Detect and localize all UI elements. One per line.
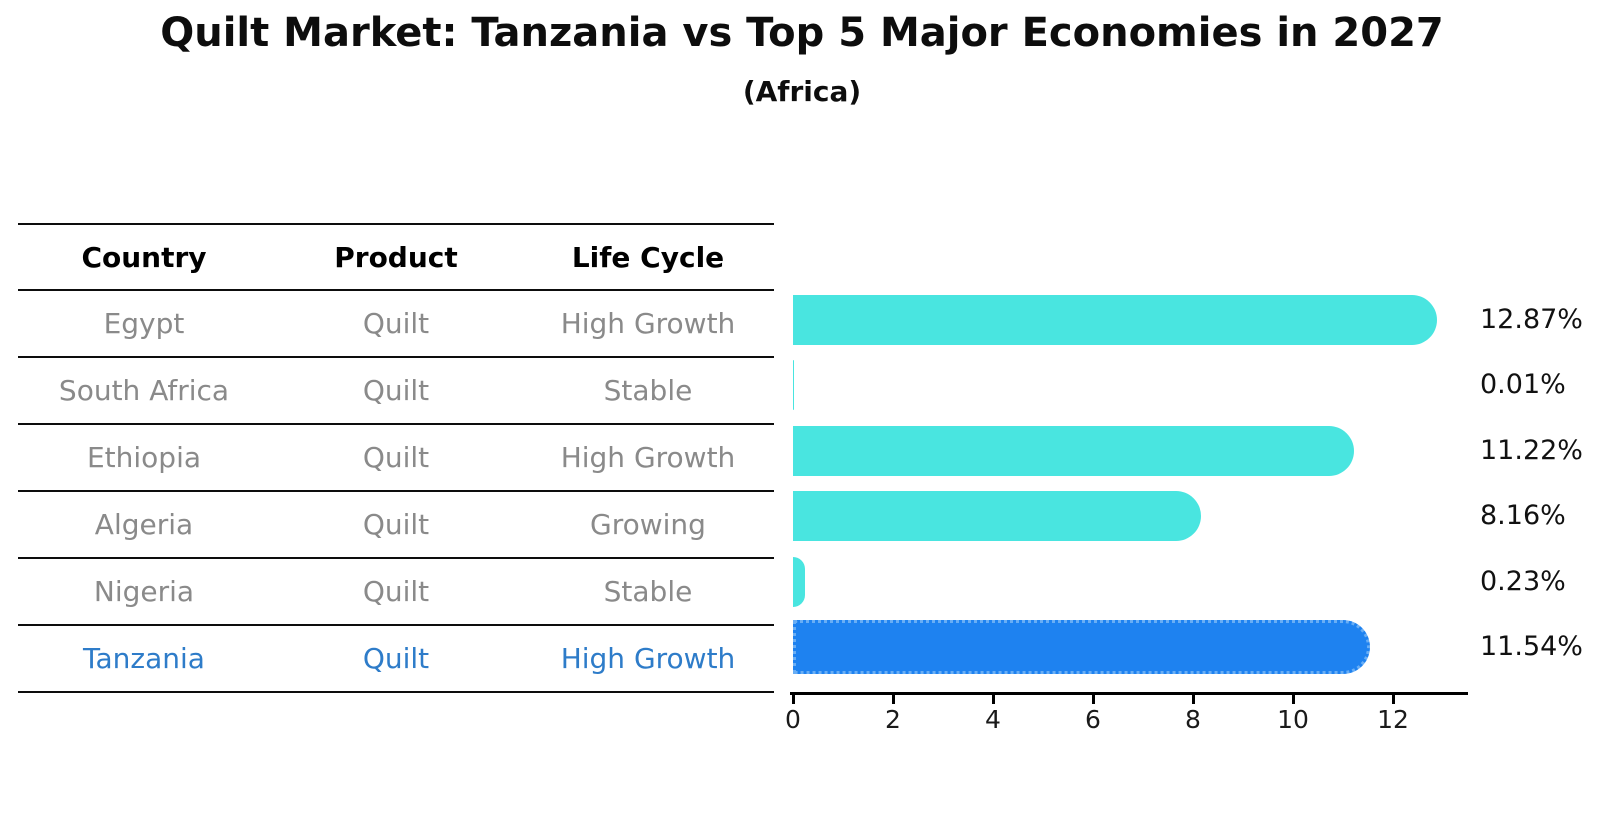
table-header-product: Product [334,240,458,274]
table-header-life-cycle: Life Cycle [571,240,725,274]
table-cell-life-cycle: Stable [603,374,693,407]
bar-value-label-tanzania: 11.54% [1480,631,1583,662]
table-cell-life-cycle: Stable [603,575,693,608]
table-cell-life-cycle: High Growth [560,642,736,675]
bar-nigeria [793,556,805,607]
table-row-algeria: Algeria Quilt Growing [18,492,774,559]
bar-value-label-nigeria: 0.23% [1480,565,1566,597]
table-cell-country: Ethiopia [86,441,202,474]
bar-ethiopia [793,425,1354,476]
x-axis-tick-8 [1191,695,1195,704]
x-axis-tick-12 [1391,695,1395,704]
table-row-ethiopia: Ethiopia Quilt High Growth [18,425,774,492]
table-cell-product: Quilt [362,441,430,474]
x-axis-tick-6 [1091,695,1095,704]
table-header-row: Country Product Life Cycle [18,225,774,291]
table-row-tanzania: Tanzania Quilt High Growth [18,626,774,693]
x-axis-tick-label-10: 10 [1277,705,1309,734]
table-cell-product: Quilt [362,575,430,608]
table-cell-life-cycle: High Growth [560,307,736,340]
bar-algeria [793,491,1201,542]
x-axis-tick-10 [1291,695,1295,704]
table-cell-country: Nigeria [93,575,195,608]
x-axis-line [790,692,1468,695]
table-cell-product: Quilt [362,508,430,541]
x-axis-tick-label-0: 0 [785,705,801,734]
table-cell-country: South Africa [58,374,230,407]
bar-value-label-egypt: 12.87% [1480,304,1583,335]
table-cell-country: Egypt [103,307,185,340]
table-cell-product: Quilt [362,307,430,340]
chart-title: Quilt Market: Tanzania vs Top 5 Major Ec… [160,10,1444,56]
table-row-egypt: Egypt Quilt High Growth [18,291,774,358]
bar-tanzania [793,620,1370,674]
x-axis-tick-label-6: 6 [1085,705,1101,734]
chart-subtitle: (Africa) [742,75,862,108]
table-cell-country: Tanzania [83,642,205,675]
table-body: Egypt Quilt High Growth South Africa Quilt St… [18,291,774,693]
country-table: Country Product Life Cycle Egypt Quilt Hig… [18,223,774,693]
table-cell-country: Algeria [94,508,194,541]
table-cell-product: Quilt [362,374,430,407]
bar-egypt [793,295,1437,345]
x-axis-tick-label-2: 2 [885,705,901,734]
bar-value-label-south-africa: 0.01% [1480,369,1566,401]
table-cell-life-cycle: Growing [590,508,706,541]
x-axis-tick-4 [991,695,995,704]
x-axis-tick-2 [891,695,895,704]
table-header-country: Country [81,240,207,274]
table-cell-life-cycle: High Growth [560,441,736,474]
bar-value-label-ethiopia: 11.22% [1480,434,1583,466]
x-axis-tick-label-8: 8 [1185,705,1201,734]
bar-south-africa [793,360,794,411]
x-axis-tick-label-4: 4 [985,705,1001,734]
table-cell-product: Quilt [362,642,430,675]
table-row-south-africa: South Africa Quilt Stable [18,358,774,425]
bar-value-label-algeria: 8.16% [1480,500,1566,532]
x-axis-tick-0 [791,695,795,704]
table-row-nigeria: Nigeria Quilt Stable [18,559,774,626]
x-axis-tick-label-12: 12 [1377,705,1409,734]
